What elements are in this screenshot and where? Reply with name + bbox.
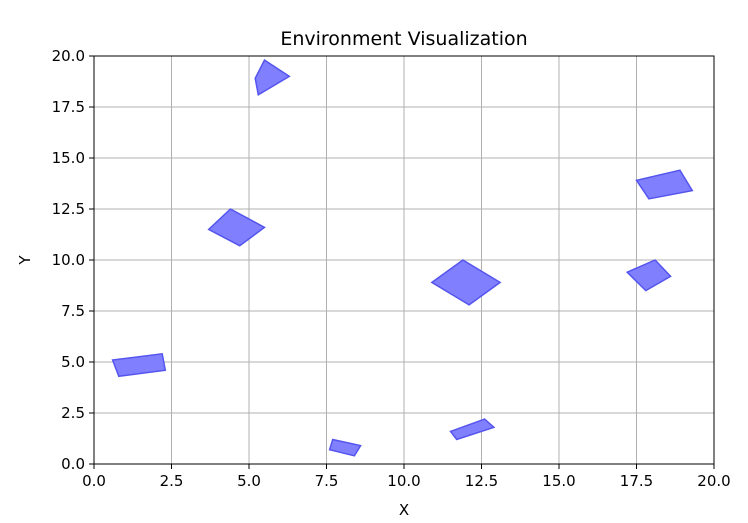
grid bbox=[93, 55, 715, 465]
y-tick-label: 5.0 bbox=[61, 353, 85, 371]
y-tick-label: 20.0 bbox=[52, 47, 85, 65]
obstacle-polygon bbox=[635, 169, 694, 200]
x-tick-label: 15.0 bbox=[542, 472, 575, 490]
obstacle-polygon bbox=[430, 259, 502, 306]
x-tick-label: 7.5 bbox=[315, 472, 339, 490]
x-tick-label: 17.5 bbox=[620, 472, 653, 490]
y-tick-label: 2.5 bbox=[61, 404, 85, 422]
x-axis-label: X bbox=[399, 501, 409, 519]
ticks: 0.0 2.5 5.0 7.5 10.0 12.5 15.0 17.5 20.0 0.0 2.5 5.… bbox=[52, 47, 731, 490]
y-tick-label: 10.0 bbox=[52, 251, 85, 269]
obstacle-polygon bbox=[111, 352, 167, 378]
y-tick-label: 7.5 bbox=[61, 302, 85, 320]
x-tick-label: 5.0 bbox=[237, 472, 261, 490]
y-tick-label: 17.5 bbox=[52, 98, 85, 116]
chart-title: Environment Visualization bbox=[280, 28, 527, 50]
obstacle-polygon bbox=[207, 208, 266, 247]
x-tick-label: 2.5 bbox=[160, 472, 184, 490]
x-tick-label: 12.5 bbox=[465, 472, 498, 490]
y-tick-label: 0.0 bbox=[61, 455, 85, 473]
obstacle-polygon bbox=[625, 259, 672, 292]
y-tick-label: 15.0 bbox=[52, 149, 85, 167]
polygon-layer bbox=[111, 59, 694, 457]
y-tick-label: 12.5 bbox=[52, 200, 85, 218]
x-tick-label: 10.0 bbox=[387, 472, 420, 490]
obstacle-polygon bbox=[254, 59, 291, 96]
obstacle-polygon bbox=[328, 438, 362, 457]
x-tick-label: 20.0 bbox=[697, 472, 730, 490]
y-axis-label: Y bbox=[16, 255, 34, 266]
obstacle-polygon bbox=[449, 418, 496, 441]
x-tick-label: 0.0 bbox=[82, 472, 106, 490]
